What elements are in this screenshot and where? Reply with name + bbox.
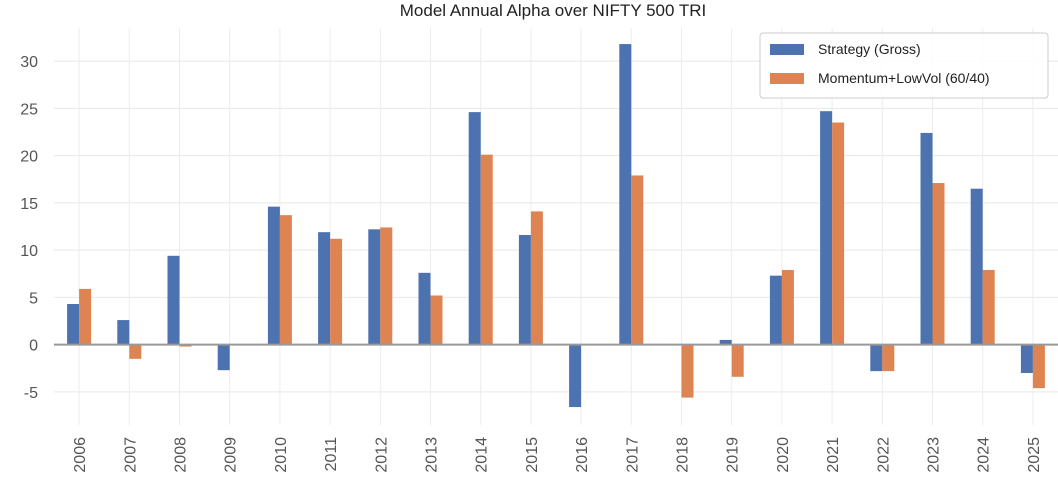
bar-strategy-2023 [920,132,933,345]
bars [67,44,1045,408]
x-tick-label: 2018 [675,437,692,473]
bar-strategy-2022 [870,344,883,372]
bar-momentum-lowvol-2020 [781,269,794,345]
x-tick-label: 2021 [825,437,842,473]
x-tick-label: 2019 [725,437,742,473]
bar-momentum-lowvol-2024 [982,269,995,345]
bar-momentum-lowvol-2014 [480,154,493,345]
bar-strategy-2021 [820,111,833,345]
x-tick-label: 2014 [474,437,491,473]
x-tick-label: 2007 [122,437,139,473]
bar-strategy-2025 [1020,344,1033,374]
x-tick-label: 2022 [875,437,892,473]
bar-strategy-2019 [719,339,732,345]
bar-momentum-lowvol-2021 [832,122,845,345]
bar-strategy-2008 [167,255,180,345]
x-tick-label: 2023 [926,437,943,473]
bar-strategy-2016 [569,344,582,408]
bar-momentum-lowvol-2023 [932,183,945,345]
y-tick-label: 20 [20,149,38,166]
bar-momentum-lowvol-2022 [882,344,895,372]
bar-strategy-2012 [368,229,381,345]
chart-title: Model Annual Alpha over NIFTY 500 TRI [400,1,707,20]
x-tick-label: 2013 [424,437,441,473]
bar-strategy-2015 [518,235,531,345]
bar-strategy-2017 [619,44,632,345]
x-tick-label: 2009 [223,437,240,473]
bar-strategy-2011 [318,232,331,345]
bar-momentum-lowvol-2007 [129,344,142,359]
y-tick-label: -5 [24,385,38,402]
x-axis-ticks: 2006 2007 2008 2009 2010 2011 2012 2013 2014 2015… [72,437,1043,473]
y-axis-ticks: -5 0 5 10 15 20 25 30 [20,54,38,402]
y-tick-label: 10 [20,243,38,260]
legend-label-momentum-lowvol: Momentum+LowVol (60/40) [818,70,990,86]
bar-strategy-2020 [769,275,782,345]
bar-momentum-lowvol-2025 [1032,344,1045,389]
bar-strategy-2010 [267,206,280,345]
x-tick-label: 2010 [273,437,290,473]
bar-momentum-lowvol-2019 [731,344,744,377]
bar-strategy-2006 [67,304,80,345]
bar-momentum-lowvol-2017 [631,175,644,345]
x-tick-label: 2024 [976,437,993,473]
y-tick-label: 30 [20,54,38,71]
x-tick-label: 2025 [1026,437,1043,473]
x-tick-label: 2011 [323,437,340,472]
y-tick-label: 25 [20,101,38,118]
bar-strategy-2014 [468,112,481,345]
legend-swatch-strategy [770,44,804,55]
bar-momentum-lowvol-2012 [380,227,393,345]
legend-label-strategy: Strategy (Gross) [818,41,921,57]
x-tick-label: 2017 [624,437,641,473]
bar-momentum-lowvol-2013 [430,295,443,345]
y-tick-label: 0 [29,338,38,355]
x-tick-label: 2006 [72,437,89,473]
x-tick-label: 2008 [173,437,190,473]
legend: Strategy (Gross) Momentum+LowVol (60/40) [759,32,1049,99]
y-gridlines [54,60,1058,393]
bar-strategy-2009 [217,344,230,371]
bar-momentum-lowvol-2010 [279,215,292,345]
y-tick-label: 5 [29,290,38,307]
bar-strategy-2024 [970,188,983,345]
bar-strategy-2007 [117,320,130,345]
bar-momentum-lowvol-2015 [530,211,543,345]
bar-strategy-2013 [418,272,431,345]
x-tick-label: 2015 [524,437,541,473]
legend-box [759,32,1049,99]
bar-momentum-lowvol-2018 [681,344,694,398]
bar-momentum-lowvol-2011 [330,238,343,345]
x-tick-label: 2012 [373,437,390,473]
legend-swatch-momentum-lowvol [770,73,804,84]
bar-momentum-lowvol-2006 [79,288,92,345]
y-tick-label: 15 [20,196,38,213]
x-tick-label: 2016 [574,437,591,473]
x-tick-label: 2020 [775,437,792,473]
